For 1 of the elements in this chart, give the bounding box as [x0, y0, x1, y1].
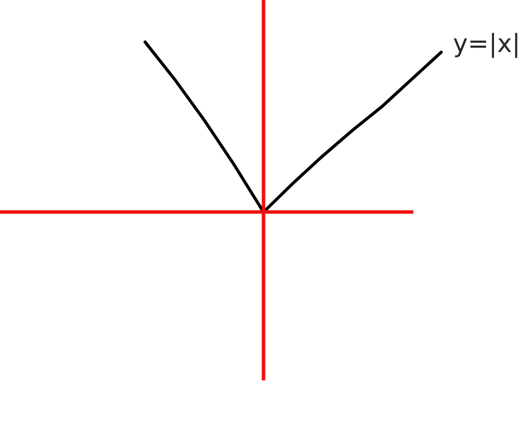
- annotation: y=|x|: [454, 32, 518, 58]
